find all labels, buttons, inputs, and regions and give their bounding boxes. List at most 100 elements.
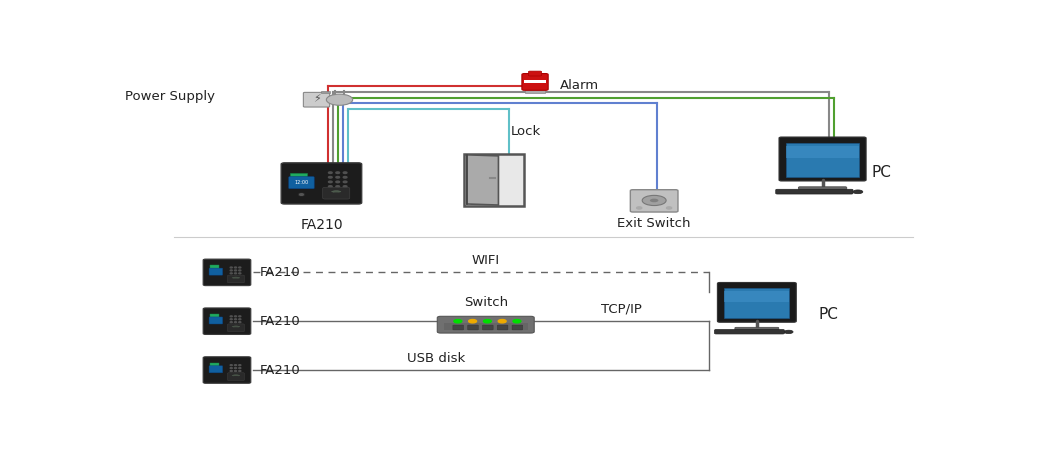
Circle shape bbox=[230, 365, 232, 366]
Circle shape bbox=[230, 368, 232, 369]
Bar bbox=[525, 88, 545, 93]
Bar bbox=[787, 146, 859, 158]
Circle shape bbox=[234, 319, 236, 320]
Text: PC: PC bbox=[818, 307, 838, 322]
Circle shape bbox=[234, 365, 236, 366]
Text: TCP/IP: TCP/IP bbox=[601, 303, 641, 316]
Circle shape bbox=[230, 319, 232, 320]
Circle shape bbox=[336, 181, 339, 183]
FancyBboxPatch shape bbox=[204, 308, 251, 334]
Circle shape bbox=[234, 368, 236, 369]
Circle shape bbox=[469, 319, 477, 323]
Text: FA210: FA210 bbox=[260, 364, 301, 376]
Circle shape bbox=[234, 322, 236, 323]
Ellipse shape bbox=[853, 190, 863, 194]
FancyBboxPatch shape bbox=[482, 325, 493, 330]
Circle shape bbox=[336, 186, 339, 187]
Bar bbox=[210, 265, 219, 270]
FancyBboxPatch shape bbox=[204, 357, 251, 383]
Circle shape bbox=[326, 94, 353, 105]
Bar bbox=[724, 288, 790, 318]
Bar bbox=[210, 363, 219, 367]
Circle shape bbox=[329, 172, 332, 173]
Circle shape bbox=[238, 273, 241, 274]
Circle shape bbox=[238, 322, 241, 323]
Text: Alarm: Alarm bbox=[560, 79, 599, 92]
Bar bbox=[724, 291, 790, 302]
Circle shape bbox=[238, 267, 241, 268]
Circle shape bbox=[513, 319, 520, 323]
Text: FA210: FA210 bbox=[260, 266, 301, 279]
Circle shape bbox=[238, 365, 241, 366]
Circle shape bbox=[238, 316, 241, 317]
Circle shape bbox=[230, 316, 232, 317]
Text: FA210: FA210 bbox=[300, 218, 342, 232]
Bar bbox=[444, 323, 528, 330]
Circle shape bbox=[667, 207, 672, 209]
Text: PC: PC bbox=[871, 165, 891, 180]
FancyBboxPatch shape bbox=[776, 189, 853, 194]
FancyBboxPatch shape bbox=[228, 373, 245, 381]
FancyBboxPatch shape bbox=[512, 325, 523, 330]
Text: 12:00: 12:00 bbox=[295, 180, 308, 185]
Bar bbox=[321, 92, 331, 93]
FancyBboxPatch shape bbox=[281, 163, 361, 204]
Circle shape bbox=[483, 319, 492, 323]
Circle shape bbox=[454, 319, 462, 323]
Text: FA210: FA210 bbox=[260, 315, 301, 328]
Circle shape bbox=[642, 195, 666, 206]
Text: Power Supply: Power Supply bbox=[125, 91, 214, 103]
Circle shape bbox=[230, 322, 232, 323]
FancyBboxPatch shape bbox=[464, 154, 524, 206]
Circle shape bbox=[234, 316, 236, 317]
Text: Lock: Lock bbox=[511, 125, 541, 138]
FancyBboxPatch shape bbox=[735, 327, 779, 330]
Circle shape bbox=[343, 181, 347, 183]
FancyBboxPatch shape bbox=[453, 325, 463, 330]
Text: USB disk: USB disk bbox=[407, 352, 465, 365]
Text: WIFI: WIFI bbox=[472, 254, 500, 267]
Circle shape bbox=[329, 177, 332, 178]
FancyBboxPatch shape bbox=[529, 71, 542, 76]
FancyBboxPatch shape bbox=[497, 325, 508, 330]
Text: ⚡: ⚡ bbox=[313, 94, 320, 104]
FancyBboxPatch shape bbox=[438, 316, 534, 333]
FancyBboxPatch shape bbox=[204, 259, 251, 286]
Polygon shape bbox=[466, 155, 498, 205]
Circle shape bbox=[234, 270, 236, 271]
FancyBboxPatch shape bbox=[303, 92, 330, 107]
Circle shape bbox=[650, 199, 658, 202]
Circle shape bbox=[230, 267, 232, 268]
FancyBboxPatch shape bbox=[779, 137, 866, 181]
FancyBboxPatch shape bbox=[631, 190, 678, 212]
Circle shape bbox=[343, 186, 347, 187]
FancyBboxPatch shape bbox=[209, 317, 223, 324]
Circle shape bbox=[234, 273, 236, 274]
Ellipse shape bbox=[784, 330, 793, 333]
Circle shape bbox=[299, 193, 304, 196]
FancyBboxPatch shape bbox=[467, 325, 478, 330]
Circle shape bbox=[230, 273, 232, 274]
FancyBboxPatch shape bbox=[288, 177, 314, 189]
FancyBboxPatch shape bbox=[714, 329, 784, 334]
Circle shape bbox=[234, 267, 236, 268]
FancyBboxPatch shape bbox=[798, 187, 847, 190]
Bar bbox=[290, 173, 306, 180]
Circle shape bbox=[238, 319, 241, 320]
Circle shape bbox=[329, 186, 332, 187]
Circle shape bbox=[336, 172, 339, 173]
Circle shape bbox=[300, 194, 303, 195]
Circle shape bbox=[637, 207, 641, 209]
Text: Switch: Switch bbox=[463, 296, 508, 309]
FancyBboxPatch shape bbox=[209, 366, 223, 373]
Circle shape bbox=[238, 368, 241, 369]
FancyBboxPatch shape bbox=[228, 275, 245, 283]
Text: Exit Switch: Exit Switch bbox=[617, 217, 691, 230]
Bar bbox=[787, 143, 859, 177]
Circle shape bbox=[498, 319, 506, 323]
Circle shape bbox=[329, 181, 332, 183]
FancyBboxPatch shape bbox=[209, 268, 223, 275]
Circle shape bbox=[336, 177, 339, 178]
Circle shape bbox=[230, 270, 232, 271]
Circle shape bbox=[343, 177, 347, 178]
